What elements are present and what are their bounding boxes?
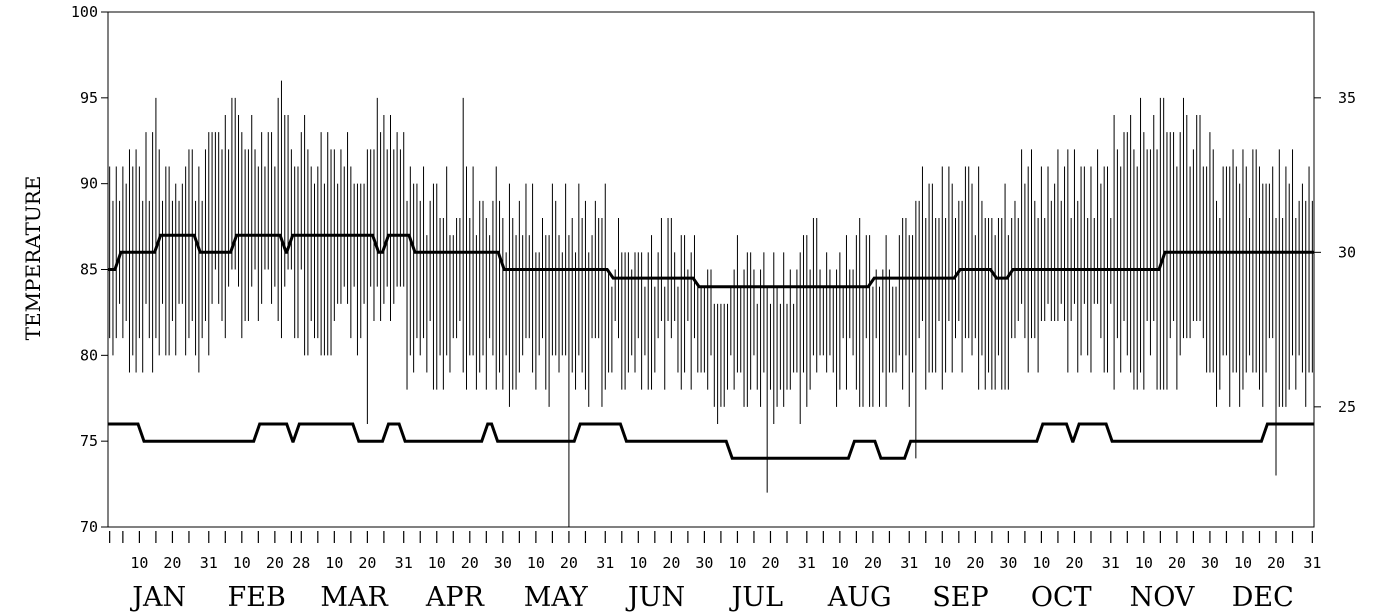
x-tick-label: 31 (395, 554, 413, 572)
y-tick-label: 75 (80, 432, 98, 450)
month-label: MAY (524, 582, 589, 613)
month-label: JAN (129, 582, 186, 613)
x-tick-label: 20 (1065, 554, 1083, 572)
x-tick-label: 31 (596, 554, 614, 572)
y-tick-label: 95 (80, 89, 98, 107)
step-line (108, 233, 1314, 289)
y-tick-label: 85 (80, 261, 98, 279)
y-tick-label: 70 (80, 518, 98, 536)
x-tick-label: 30 (999, 554, 1017, 572)
month-label: NOV (1130, 582, 1195, 613)
x-tick-label: 20 (662, 554, 680, 572)
x-tick-label: 10 (1135, 554, 1153, 572)
x-tick-label: 20 (266, 554, 284, 572)
y2-tick-label: 25 (1338, 398, 1356, 416)
x-tick-label: 31 (1303, 554, 1321, 572)
x-tick-label: 10 (933, 554, 951, 572)
y2-tick-label: 35 (1338, 89, 1356, 107)
x-tick-label: 10 (527, 554, 545, 572)
month-label: JUN (625, 582, 685, 613)
x-tick-label: 10 (831, 554, 849, 572)
x-tick-label: 20 (1168, 554, 1186, 572)
x-tick-label: 30 (695, 554, 713, 572)
x-tick-label: 30 (1201, 554, 1219, 572)
x-tick-label: 20 (1267, 554, 1285, 572)
x-tick-label: 20 (358, 554, 376, 572)
daily-range-bars (109, 80, 1313, 527)
month-label: AUG (827, 582, 892, 613)
x-tick-label: 10 (1234, 554, 1252, 572)
x-tick-label: 20 (966, 554, 984, 572)
x-tick-label: 10 (1032, 554, 1050, 572)
y-tick-label: 100 (71, 3, 98, 21)
x-tick-label: 10 (130, 554, 148, 572)
month-label: APR (425, 582, 485, 613)
step-lines (108, 233, 1314, 460)
x-tick-label: 20 (163, 554, 181, 572)
month-label: OCT (1031, 582, 1092, 613)
x-tick-label: 31 (900, 554, 918, 572)
x-tick-label: 10 (325, 554, 343, 572)
x-tick-label: 10 (428, 554, 446, 572)
x-tick-label: 31 (200, 554, 218, 572)
y-tick-label: 90 (80, 175, 98, 193)
y-axis-label: TEMPERATURE (21, 176, 45, 341)
axes: 70 75 80 85 90 95 100 25 30 35 10 20 31 10 20 28 10 20 31 1… (71, 3, 1356, 613)
y-tick-label: 80 (80, 346, 98, 364)
x-tick-label: 10 (233, 554, 251, 572)
y2-tick-label: 30 (1338, 243, 1356, 261)
x-tick-label: 20 (560, 554, 578, 572)
x-tick-label: 10 (629, 554, 647, 572)
x-tick-label: 10 (728, 554, 746, 572)
month-label: JUL (728, 582, 783, 613)
x-tick-label: 20 (864, 554, 882, 572)
month-label: SEP (932, 582, 988, 613)
x-tick-label: 20 (461, 554, 479, 572)
x-tick-label: 31 (1102, 554, 1120, 572)
x-tick-label: 28 (292, 554, 310, 572)
step-line (108, 422, 1314, 460)
x-tick-label: 30 (494, 554, 512, 572)
x-tick-label: 20 (761, 554, 779, 572)
month-label: DEC (1232, 582, 1294, 613)
month-label: MAR (320, 582, 388, 613)
month-label: FEB (228, 582, 286, 613)
x-tick-label: 31 (798, 554, 816, 572)
